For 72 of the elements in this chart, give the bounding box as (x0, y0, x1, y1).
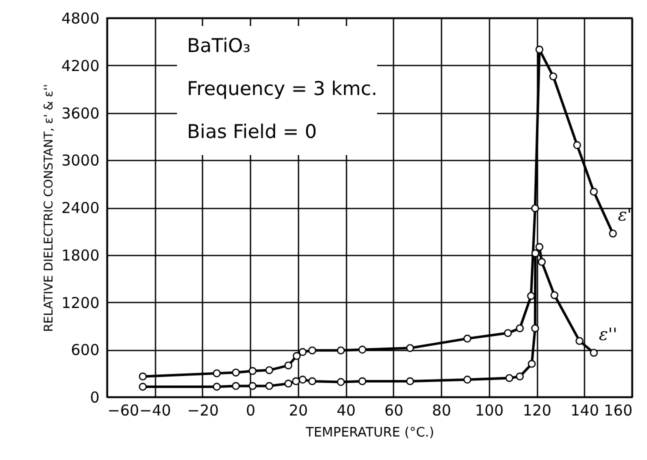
point (336, 346, 345, 354)
point (298, 348, 307, 356)
y-tick-label: 3600 (61, 104, 100, 122)
point (590, 188, 598, 196)
point (531, 204, 540, 212)
point (212, 382, 221, 391)
annotation: BaTiO₃ (187, 35, 251, 57)
annotation: Bias Field = 0 (187, 121, 317, 143)
point (504, 329, 512, 337)
x-axis-title: TEMPERATURE (°C.) (304, 426, 434, 440)
point (138, 372, 147, 380)
x-tick-label: 60 (384, 402, 404, 420)
x-tick-label: 80 (432, 402, 452, 420)
point (406, 377, 414, 386)
point (516, 372, 524, 380)
y-tick-label: 2400 (61, 199, 100, 217)
point (576, 336, 584, 345)
point (298, 376, 307, 384)
x-tick-label: −40 (139, 402, 172, 420)
series-label: ε'' (598, 324, 618, 345)
point (336, 378, 345, 386)
point (308, 346, 316, 354)
x-tick-label: 100 (475, 402, 504, 420)
point (538, 258, 546, 266)
x-tick-label: 20 (288, 402, 308, 420)
annotation: Frequency = 3 kmc. (187, 78, 378, 100)
point (284, 361, 292, 370)
point (265, 382, 274, 390)
point (212, 369, 221, 378)
point (463, 334, 472, 343)
point (248, 366, 257, 375)
point (308, 377, 316, 386)
point (232, 368, 240, 376)
x-tick-label: −20 (187, 402, 219, 420)
series-label: ε' (618, 206, 632, 226)
y-tick-label: 1200 (61, 294, 100, 312)
point (516, 324, 524, 332)
point (292, 377, 300, 386)
y-tick-label: 3000 (61, 152, 100, 170)
y-tick-label: 600 (70, 341, 100, 360)
y-tick-label: 4800 (61, 10, 100, 28)
point (590, 348, 598, 357)
x-tick-label: 140 (570, 402, 600, 420)
point (528, 360, 536, 368)
point (608, 230, 617, 238)
x-tick-label: 40 (336, 402, 356, 420)
point (531, 249, 540, 258)
point (406, 344, 414, 352)
point (463, 376, 472, 384)
y-axis-title: RELATIVE DIELECTRIC CONSTANT, ε' & ε'' (41, 84, 56, 332)
x-tick-label: 120 (522, 402, 552, 420)
point (358, 346, 366, 354)
x-tick-label: −60 (108, 402, 140, 420)
point (505, 374, 514, 382)
y-tick-label: 0 (90, 388, 100, 406)
point (549, 72, 558, 80)
point (284, 380, 292, 388)
y-tick-label: 1800 (61, 246, 100, 264)
point (358, 377, 366, 386)
point (248, 382, 257, 390)
x-tick-label: 160 (604, 402, 632, 420)
point (535, 46, 544, 54)
point (573, 141, 582, 150)
point (265, 366, 274, 374)
y-tick-label: 4200 (61, 56, 100, 75)
point (292, 352, 301, 360)
point (550, 291, 558, 300)
point (138, 382, 147, 391)
point (232, 382, 240, 390)
point (531, 324, 540, 332)
x-tick-label: 0 (246, 402, 256, 420)
point (535, 243, 544, 251)
